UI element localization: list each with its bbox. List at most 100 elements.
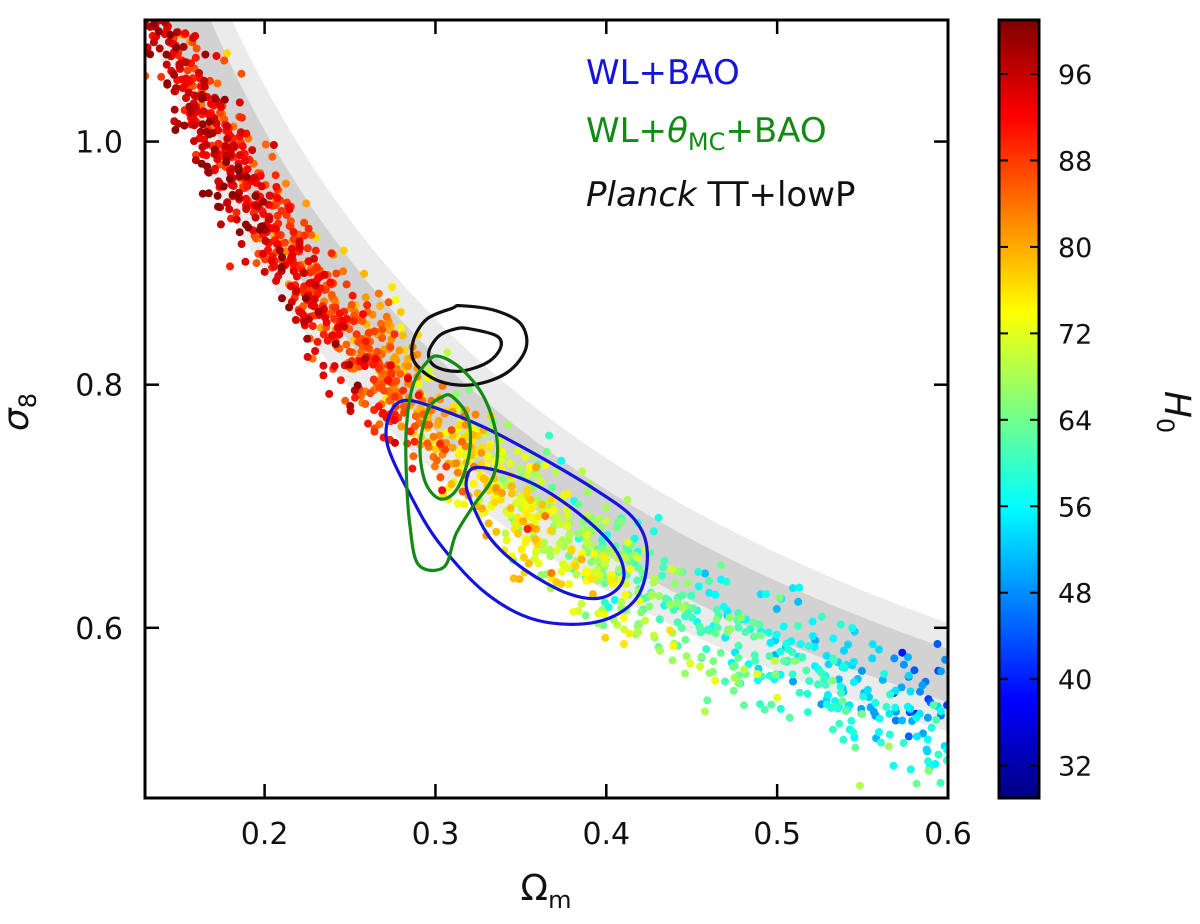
scatter-point: [342, 340, 351, 349]
scatter-point: [682, 652, 691, 661]
scatter-point: [803, 708, 812, 717]
scatter-point: [828, 676, 837, 685]
scatter-point: [212, 52, 221, 60]
scatter-point: [397, 422, 406, 431]
scatter-point: [623, 495, 632, 504]
scatter-point: [912, 779, 921, 788]
scatter-point: [443, 348, 452, 357]
scatter-point: [756, 700, 764, 709]
scatter-point: [545, 431, 554, 440]
scatter-point: [740, 701, 748, 710]
y-tick-label: 0.8: [75, 369, 123, 404]
scatter-point: [857, 666, 866, 675]
scatter-point: [399, 402, 408, 411]
scatter-point: [303, 352, 312, 361]
scatter-point: [633, 622, 642, 631]
scatter-point: [541, 545, 550, 554]
scatter-point: [734, 679, 743, 688]
scatter-point: [303, 334, 312, 343]
scatter-point: [849, 678, 858, 687]
scatter-point: [922, 745, 931, 754]
scatter-point: [300, 218, 309, 227]
scatter-point: [200, 82, 209, 91]
scatter-point: [485, 443, 494, 451]
scatter-point: [452, 389, 461, 398]
scatter-point: [304, 224, 313, 233]
scatter-point: [668, 656, 677, 665]
scatter-point: [502, 536, 511, 545]
scatter-point: [277, 207, 286, 215]
scatter-point: [655, 592, 664, 600]
scatter-point: [404, 362, 413, 371]
scatter-point: [191, 53, 200, 62]
colorbar-tick-label: 88: [1058, 146, 1092, 177]
scatter-point: [798, 653, 806, 662]
scatter-point: [198, 150, 207, 159]
scatter-point: [595, 570, 604, 579]
scatter-point: [716, 648, 725, 657]
colorbar-ticks: 32 40 48 56 64 72 80 88 96: [999, 60, 1092, 783]
scatter-point: [565, 580, 574, 589]
scatter-point: [492, 527, 501, 536]
scatter-point: [251, 192, 260, 200]
scatter-point: [569, 607, 578, 616]
scatter-point: [166, 30, 175, 39]
scatter-point: [331, 340, 340, 349]
scatter-point: [374, 289, 383, 298]
scatter-point: [373, 347, 382, 356]
scatter-point: [243, 182, 252, 191]
scatter-point: [803, 689, 812, 698]
scatter-point: [345, 360, 354, 369]
scatter-point: [868, 640, 877, 649]
colorbar-tick-label: 40: [1058, 665, 1092, 696]
scatter-point: [310, 254, 318, 263]
scatter-point: [671, 579, 680, 588]
scatter-point: [619, 614, 628, 623]
scatter-point: [261, 140, 270, 149]
scatter-point: [265, 191, 274, 200]
scatter-point: [918, 681, 927, 690]
scatter-point: [658, 571, 667, 580]
scatter-point: [602, 503, 611, 512]
scatter-point: [722, 577, 731, 586]
scatter-point: [507, 482, 516, 491]
scatter-point: [354, 337, 363, 346]
scatter-point: [906, 765, 915, 774]
scatter-point: [506, 459, 515, 468]
scatter-point: [181, 29, 190, 38]
scatter-point: [267, 256, 276, 265]
scatter-point: [527, 504, 536, 513]
scatter-point: [251, 213, 260, 222]
scatter-point: [484, 519, 493, 528]
scatter-point: [856, 781, 864, 790]
scatter-point: [836, 620, 845, 629]
scatter-point: [219, 182, 228, 191]
x-tick-label: 0.4: [582, 817, 630, 852]
scatter-point: [386, 361, 395, 370]
scatter-point: [523, 470, 532, 478]
scatter-point: [788, 648, 797, 657]
scatter-point: [453, 468, 462, 477]
scatter-point: [220, 56, 229, 65]
scatter-point: [515, 464, 524, 473]
scatter-point: [814, 680, 822, 689]
scatter-point: [927, 723, 936, 732]
scatter-point: [822, 651, 831, 660]
scatter-point: [863, 685, 872, 694]
scatter-point: [725, 613, 734, 622]
scatter-point: [523, 525, 532, 533]
scatter-point: [880, 669, 889, 678]
scatter-point: [307, 301, 316, 310]
scatter-point: [155, 44, 164, 53]
scatter-point: [514, 529, 523, 538]
scatter-point: [442, 462, 451, 471]
scatter-point: [583, 488, 592, 497]
scatter-point: [371, 354, 380, 363]
scatter-point: [607, 576, 616, 585]
scatter-point: [172, 28, 181, 37]
scatter-point: [776, 704, 785, 713]
scatter-point: [198, 94, 207, 103]
scatter-point: [225, 174, 234, 183]
scatter-point: [678, 591, 687, 600]
scatter-point: [504, 420, 513, 429]
